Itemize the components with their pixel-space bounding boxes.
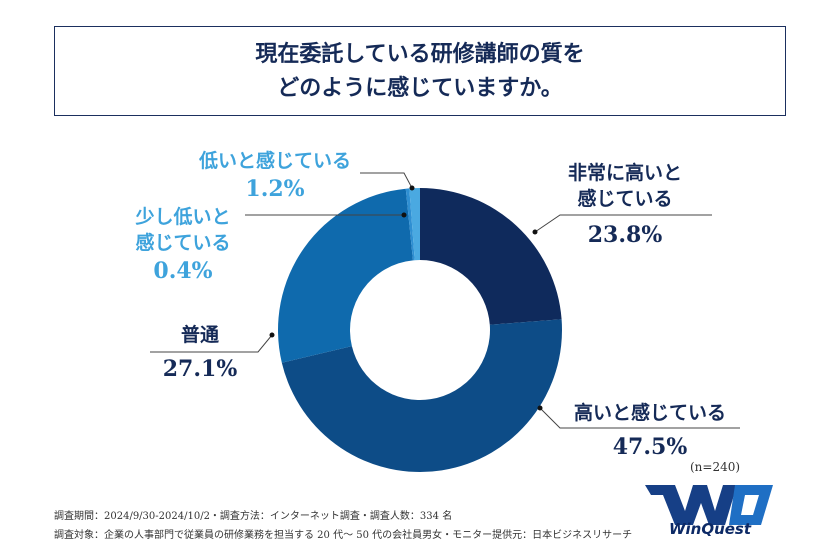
label-text: 高いと感じている (573, 402, 726, 424)
label-value: 47.5% (612, 434, 688, 460)
leader-very-high (534, 214, 712, 233)
leader-high (539, 407, 740, 429)
slice-3 (405, 188, 415, 261)
slice-4 (409, 188, 420, 261)
leader-dot (269, 332, 275, 338)
label-high: 高いと感じている 47.5% (560, 400, 740, 462)
leader-low (360, 172, 413, 189)
winquest-logo: WinQuest (645, 485, 773, 537)
label-value: 1.2% (245, 176, 305, 202)
label-text: 普通 (180, 324, 219, 346)
footer-line-2: 調査対象：企業の人事部門で従業員の研修業務を担当する 20 代〜 50 代の会社… (54, 530, 633, 541)
label-text: 感じている (577, 188, 673, 210)
title-box: 現在委託している研修講師の質を どのように感じていますか。 (54, 26, 786, 116)
label-very-high: 非常に高いと 感じている 23.8% (555, 160, 695, 250)
leader-dot (532, 229, 538, 235)
label-value: 0.4% (153, 258, 213, 284)
label-value: 23.8% (587, 222, 663, 248)
leader-dot (409, 185, 415, 191)
svg-text:WinQuest: WinQuest (669, 520, 752, 537)
label-text: 少し低いと (135, 206, 231, 228)
leader-normal (150, 334, 273, 353)
label-text: 低いと感じている (198, 150, 351, 172)
title-line-2: どのように感じていますか。 (277, 75, 563, 101)
label-text: 非常に高いと (567, 162, 682, 184)
sample-size: (n=240) (690, 460, 741, 474)
footer-line-1: 調査期間：2024/9/30-2024/10/2・調査方法：インターネット調査・… (54, 511, 453, 522)
label-slightly-low: 少し低いと 感じている 0.4% (122, 204, 244, 286)
slice-2 (277, 188, 413, 363)
label-low: 低いと感じている 1.2% (190, 148, 360, 204)
label-text: 感じている (135, 232, 231, 254)
title-line-1: 現在委託している研修講師の質を (255, 41, 585, 67)
label-normal: 普通 27.1% (150, 322, 250, 384)
leader-dot (401, 212, 407, 218)
label-value: 27.1% (162, 356, 238, 382)
slice-0 (420, 188, 562, 325)
slice-1 (281, 319, 562, 472)
leader-dot (537, 405, 543, 411)
